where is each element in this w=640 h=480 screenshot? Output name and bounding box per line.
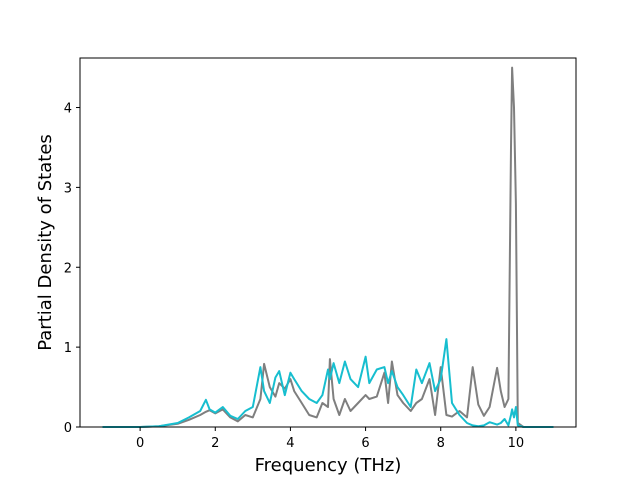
x-axis-ticks: 0 2 4 6 8 10 xyxy=(136,427,524,451)
x-axis-label: Frequency (THz) xyxy=(255,455,402,476)
series-line-2 xyxy=(102,338,554,428)
x-tick-label: 4 xyxy=(286,436,294,451)
x-tick-label: 2 xyxy=(211,436,219,451)
x-tick-label: 0 xyxy=(136,436,144,451)
y-axis-label: Partial Density of States xyxy=(35,134,56,351)
y-tick-label: 1 xyxy=(64,341,72,356)
x-tick-label: 6 xyxy=(361,436,369,451)
y-tick-label: 0 xyxy=(64,421,72,436)
y-tick-label: 4 xyxy=(64,102,72,117)
x-tick-label: 10 xyxy=(508,436,525,451)
y-axis-ticks: 0 1 2 3 4 xyxy=(64,102,80,436)
x-tick-label: 8 xyxy=(437,436,445,451)
y-tick-label: 2 xyxy=(64,261,72,276)
plot-area-frame xyxy=(79,57,577,428)
y-tick-label: 3 xyxy=(64,181,72,196)
series-line-1 xyxy=(102,66,554,428)
series-layer xyxy=(102,66,554,428)
